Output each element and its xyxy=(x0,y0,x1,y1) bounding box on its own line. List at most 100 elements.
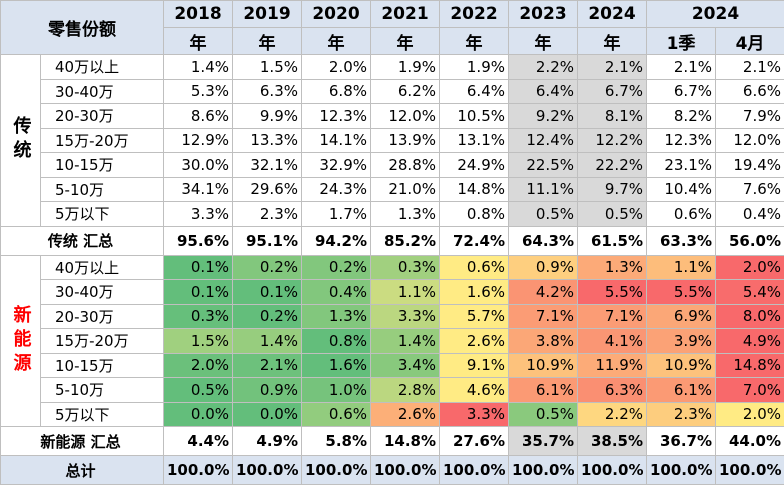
cell: 0.5% xyxy=(577,201,647,227)
cell: 1.6% xyxy=(439,279,509,305)
cell: 13.1% xyxy=(439,127,509,153)
cell: 7.0% xyxy=(714,377,784,403)
cell: 1.1% xyxy=(646,254,716,280)
cell: 63.3% xyxy=(646,225,716,256)
cell: 6.3% xyxy=(232,78,302,104)
cell: 0.1% xyxy=(163,254,233,280)
cell: 6.8% xyxy=(301,78,371,104)
cell: 0.8% xyxy=(439,201,509,227)
cell: 2.2% xyxy=(577,401,647,427)
cell: 10.4% xyxy=(646,176,716,202)
row-label: 15万-20万 xyxy=(40,127,164,153)
header-cell: 2024 xyxy=(577,0,647,28)
cell: 6.3% xyxy=(577,377,647,403)
cell: 3.9% xyxy=(646,328,716,354)
cell: 32.1% xyxy=(232,152,302,178)
cell: 4.4% xyxy=(163,426,233,456)
cell: 22.5% xyxy=(508,152,578,178)
cell: 24.3% xyxy=(301,176,371,202)
header-cell: 2023 xyxy=(508,0,578,28)
cell: 4.9% xyxy=(232,426,302,456)
row-label: 5万以下 xyxy=(40,401,164,427)
subtotal-label: 传统 汇总 xyxy=(0,225,164,256)
cell: 0.6% xyxy=(439,254,509,280)
cell: 11.1% xyxy=(508,176,578,202)
cell: 8.6% xyxy=(163,103,233,129)
data-row: 5-10万 34.1% 29.6% 24.3% 21.0% 14.8% 11.1% 9.7% 1… xyxy=(1,176,784,202)
cell: 14.8% xyxy=(714,352,784,378)
cell: 0.9% xyxy=(232,377,302,403)
cell: 5.5% xyxy=(577,279,647,305)
cell: 7.9% xyxy=(714,103,784,129)
cell: 9.2% xyxy=(508,103,578,129)
header-cell: 2019 xyxy=(232,0,302,28)
row-label: 20-30万 xyxy=(40,303,164,329)
row-label: 30-40万 xyxy=(40,279,164,305)
header-cell: 零售份额 xyxy=(0,0,164,55)
cell: 10.5% xyxy=(439,103,509,129)
cell: 1.9% xyxy=(439,54,509,80)
cell: 56.0% xyxy=(714,225,784,256)
cell: 11.9% xyxy=(577,352,647,378)
cell: 5.7% xyxy=(439,303,509,329)
cell: 12.2% xyxy=(577,127,647,153)
cell: 0.6% xyxy=(301,401,371,427)
cell: 8.0% xyxy=(714,303,784,329)
cell: 0.5% xyxy=(508,201,578,227)
row-label: 5万以下 xyxy=(40,201,164,227)
cell: 10.9% xyxy=(508,352,578,378)
cell: 1.3% xyxy=(577,254,647,280)
header-row: 年年年年年年年 1季 4月 xyxy=(1,27,784,55)
cell: 100.0% xyxy=(646,455,716,485)
cell: 100.0% xyxy=(714,455,784,485)
data-row: 15万-20万 12.9% 13.3% 14.1% 13.9% 13.1% 12.4% 12.… xyxy=(1,127,784,153)
data-row: 传统 40万以上 1.4% 1.5% 2.0% 1.9% 1.9% 2.2% 2.1% 2.1% 2… xyxy=(0,54,784,227)
cell: 0.2% xyxy=(232,254,302,280)
cell: 5.3% xyxy=(163,78,233,104)
data-row: 20-30万 0.3% 0.2% 1.3% 3.3% 5.7% 7.1% 7.1% 6.9% 8.… xyxy=(1,303,784,329)
cell: 6.2% xyxy=(370,78,440,104)
cell: 100.0% xyxy=(439,455,509,485)
data-row: 5万以下 0.0% 0.0% 0.6% 2.6% 3.3% 0.5% 2.2% 2.3% 2.0% xyxy=(1,401,784,427)
cell: 6.6% xyxy=(714,78,784,104)
cell: 2.6% xyxy=(370,401,440,427)
cell: 35.7% xyxy=(508,426,578,456)
cell: 0.6% xyxy=(646,201,716,227)
cell: 0.4% xyxy=(714,201,784,227)
cell: 1.3% xyxy=(301,303,371,329)
cell: 23.1% xyxy=(646,152,716,178)
cell: 0.5% xyxy=(163,377,233,403)
cell: 3.4% xyxy=(370,352,440,378)
row-label: 15万-20万 xyxy=(40,328,164,354)
data-row: 10-15万 2.0% 2.1% 1.6% 3.4% 9.1% 10.9% 11.9% 10.9… xyxy=(1,352,784,378)
cell: 0.3% xyxy=(370,254,440,280)
cell: 21.0% xyxy=(370,176,440,202)
cell: 1.9% xyxy=(370,54,440,80)
cell: 4.9% xyxy=(714,328,784,354)
cell: 100.0% xyxy=(232,455,302,485)
row-label: 5-10万 xyxy=(40,377,164,403)
row-label: 5-10万 xyxy=(40,176,164,202)
header-cell: 2022 xyxy=(439,0,509,28)
cell: 100.0% xyxy=(301,455,371,485)
cell: 1.7% xyxy=(301,201,371,227)
cell: 1.1% xyxy=(370,279,440,305)
cell: 61.5% xyxy=(577,225,647,256)
header-cell: 年 xyxy=(163,27,233,55)
row-label: 40万以上 xyxy=(40,254,164,280)
cell: 100.0% xyxy=(508,455,578,485)
cell: 72.4% xyxy=(439,225,509,256)
cell: 6.9% xyxy=(646,303,716,329)
cell: 1.3% xyxy=(370,201,440,227)
cell: 0.2% xyxy=(301,254,371,280)
cell: 4.2% xyxy=(508,279,578,305)
header-cell: 4月 xyxy=(714,27,784,55)
cell: 6.1% xyxy=(508,377,578,403)
cell: 2.6% xyxy=(439,328,509,354)
cell: 64.3% xyxy=(508,225,578,256)
cell: 9.7% xyxy=(577,176,647,202)
cell: 2.0% xyxy=(714,254,784,280)
cell: 2.3% xyxy=(646,401,716,427)
